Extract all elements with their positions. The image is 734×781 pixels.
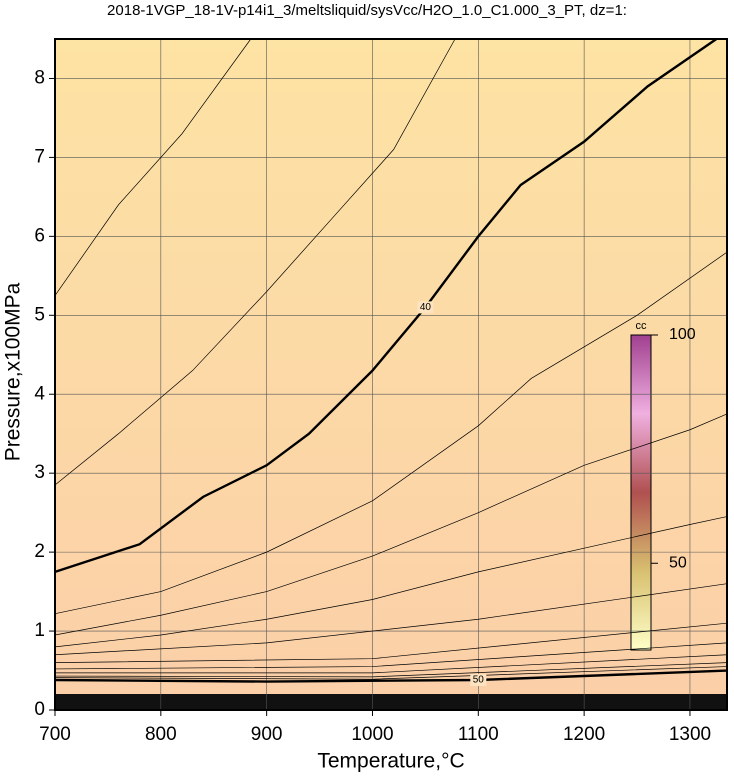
contour-line [54,666,728,680]
colorbar [630,334,652,651]
y-axis-label: Pressure,x100MPa [2,282,25,461]
contour-line [54,662,728,678]
contour-label-bg [470,674,487,687]
contour-line [54,38,718,573]
contour-line [54,622,728,663]
contour-line [54,38,456,486]
contour-label: 40 [420,302,432,313]
contour-line [54,251,728,615]
plot-frame [54,38,728,711]
contour-line [54,516,728,648]
colorbar-tick-label: 50 [669,554,687,571]
contour-line [55,654,728,674]
y-tick-label: 2 [34,541,45,562]
contour-line [54,642,728,670]
contour-line [54,38,252,296]
dense-contours [55,694,727,710]
y-tick-label: 3 [34,462,45,483]
x-tick-label: 900 [251,724,283,745]
x-tick-label: 800 [145,724,177,745]
contour-label: 50 [473,675,485,686]
chart-title: 2018-1VGP_18-1V-p14i1_3/meltsliquid/sysV… [107,2,627,19]
y-tick-label: 4 [34,383,45,404]
y-tick-label: 0 [34,699,45,720]
y-tick-label: 7 [34,146,45,167]
x-axis-label: Temperature,°C [317,750,464,773]
contour-label-bg [417,301,434,314]
x-tick-label: 1000 [351,724,393,745]
contour-line [54,413,728,636]
x-tick-label: 1200 [563,724,605,745]
y-tick-label: 1 [34,620,45,641]
y-tick-label: 5 [34,304,45,325]
y-tick-label: 8 [34,67,45,88]
contour-line [54,669,728,683]
x-tick-label: 1100 [458,724,499,745]
x-tick-label: 700 [39,724,71,745]
y-tick-label: 6 [34,225,45,246]
colorbar-label: cc [636,320,648,332]
plot-background [55,39,727,710]
x-tick-label: 1300 [669,724,711,745]
colorbar-tick-label: 100 [669,326,696,343]
contour-line [54,583,728,656]
